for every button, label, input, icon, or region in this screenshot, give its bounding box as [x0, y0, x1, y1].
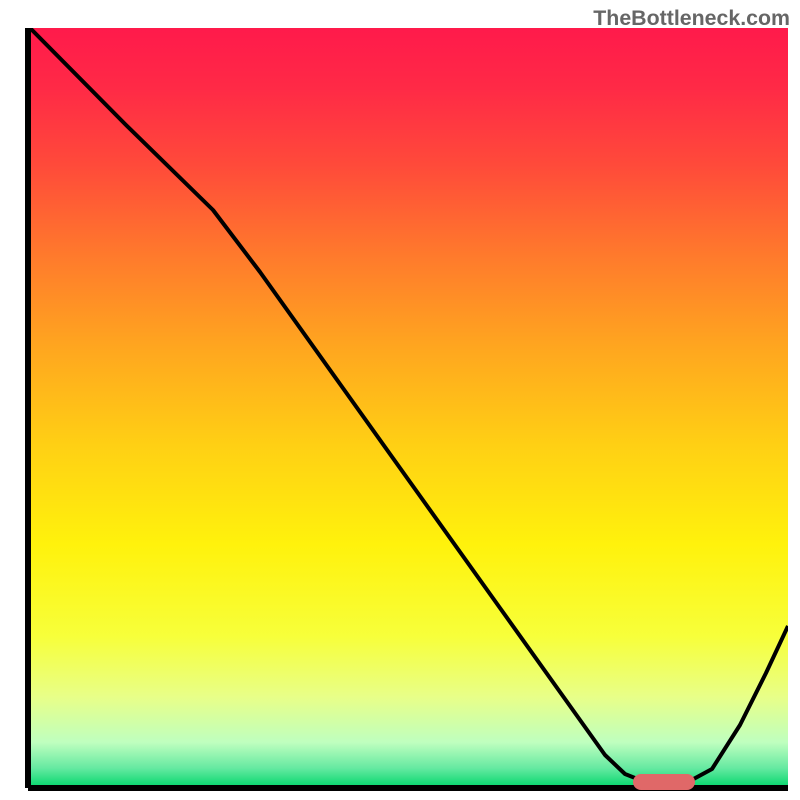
- bottleneck-chart: [0, 0, 800, 800]
- chart-container: TheBottleneck.com: [0, 0, 800, 800]
- optimal-range-marker: [633, 774, 695, 790]
- watermark-text: TheBottleneck.com: [593, 6, 790, 31]
